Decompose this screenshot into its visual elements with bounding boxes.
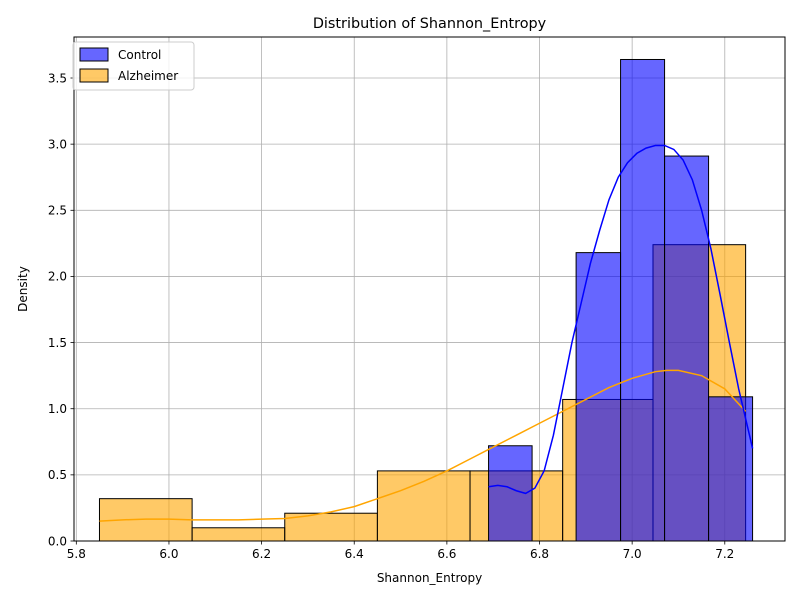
alzheimer-kde-line [99,369,747,522]
alzheimer-histogram-bar [191,527,286,542]
chart-title: Distribution of Shannon_Entropy [313,16,547,32]
control-histogram-bar [575,252,622,542]
legend-label-alzheimer: Alzheimer [118,69,178,83]
legend-swatch-alzheimer [79,68,109,83]
x-tick-label: 7.2 [715,547,734,561]
y-axis: 0.0 0.5 1.0 1.5 2.0 2.5 3.0 3.5 [48,71,74,548]
legend-swatch-control [79,47,109,62]
kde-lines [99,144,754,522]
legend-label-control: Control [118,48,161,62]
y-tick-label: 2.5 [48,204,67,218]
x-axis-title: Shannon_Entropy [377,571,482,585]
x-tick-label: 6.4 [345,547,364,561]
x-tick-label: 6.6 [437,547,456,561]
x-tick-label: 6.8 [530,547,549,561]
y-tick-label: 3.0 [48,137,67,151]
x-tick-label: 5.8 [67,547,86,561]
y-axis-title: Density [16,266,30,312]
legend: Control Alzheimer [72,41,195,91]
y-tick-label: 3.5 [48,71,67,85]
y-tick-label: 0.0 [48,534,67,548]
y-tick-label: 1.5 [48,336,67,350]
y-tick-label: 1.0 [48,402,67,416]
control-kde-line [488,144,754,495]
y-tick-label: 0.5 [48,468,67,482]
x-tick-label: 6.0 [159,547,178,561]
plot-frame [73,36,786,542]
y-tick-label: 2.0 [48,270,67,284]
control-bars [488,58,754,542]
x-tick-label: 7.0 [623,547,642,561]
x-axis: 5.8 6.0 6.2 6.4 6.6 6.8 7.0 7.2 [67,541,734,561]
control-histogram-bar [620,58,666,542]
x-tick-label: 6.2 [252,547,271,561]
